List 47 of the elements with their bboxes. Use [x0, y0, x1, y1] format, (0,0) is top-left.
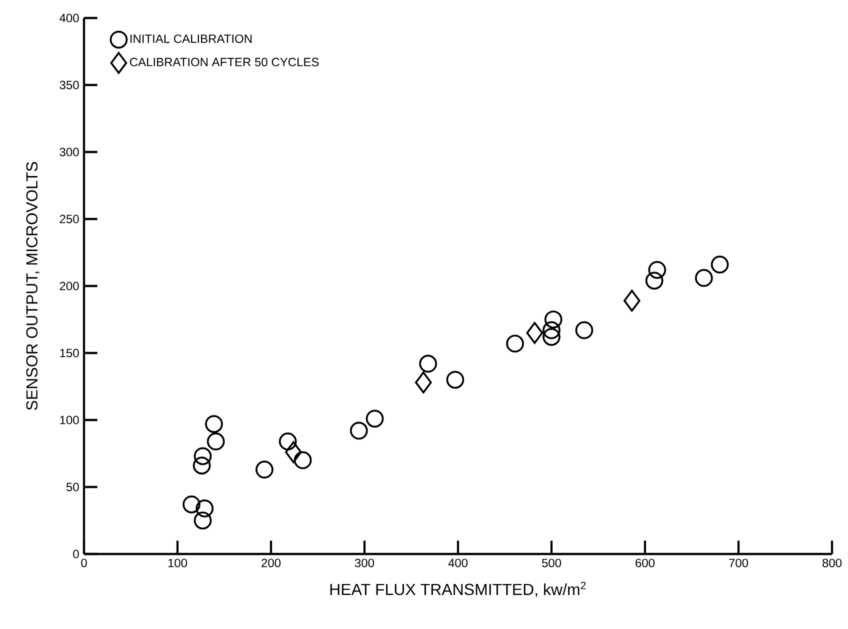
y-tick-label: 200 — [60, 282, 79, 290]
point — [182, 495, 200, 514]
point — [623, 290, 640, 312]
x-axis-title: HEAT FLUX TRANSMITTED, kw/m$^{2}$ — [330, 582, 586, 597]
point — [366, 410, 384, 428]
point — [256, 460, 274, 479]
x-tick-label: 700 — [729, 558, 748, 568]
point — [645, 272, 664, 290]
x-tick-label: 800 — [822, 558, 842, 568]
x-tick-label: 400 — [448, 558, 468, 568]
point — [294, 451, 312, 470]
point — [192, 456, 211, 474]
y-tick-label: 250 — [60, 214, 79, 224]
point — [694, 269, 713, 287]
point — [506, 334, 524, 353]
point — [446, 370, 464, 389]
y-tick-label: 300 — [60, 148, 79, 156]
y-axis-title: SENSOR OUTPUT, MICROVOLTS — [26, 162, 40, 410]
y-tick-label: 50 — [66, 482, 79, 492]
y-tick-label: 100 — [60, 416, 79, 424]
point — [205, 415, 223, 433]
point — [419, 354, 438, 373]
point — [206, 432, 225, 450]
x-tick-label: 200 — [262, 558, 281, 568]
y-tick-label: 150 — [60, 348, 79, 358]
point — [710, 256, 729, 274]
y-tick-label: 0 — [73, 550, 79, 558]
point — [542, 321, 560, 340]
point — [196, 500, 214, 518]
point — [194, 512, 212, 530]
legend-label: CALIBRATION AFTER 50 CYCLES — [130, 58, 319, 66]
point — [526, 322, 544, 344]
point — [575, 321, 594, 340]
y-tick-label: 350 — [60, 80, 79, 90]
point — [544, 310, 562, 328]
point — [542, 328, 560, 346]
x-tick-label: 100 — [168, 558, 188, 568]
point — [350, 422, 368, 440]
legend-label: INITIAL CALIBRATION — [130, 34, 252, 43]
x-tick-label: 500 — [542, 558, 562, 568]
x-tick-label: 600 — [636, 558, 655, 568]
point — [414, 372, 432, 394]
point — [648, 260, 666, 279]
point — [194, 447, 212, 466]
y-tick-label: 400 — [60, 14, 79, 22]
x-tick-label: 300 — [354, 558, 374, 568]
x-tick-label: 0 — [81, 558, 87, 568]
